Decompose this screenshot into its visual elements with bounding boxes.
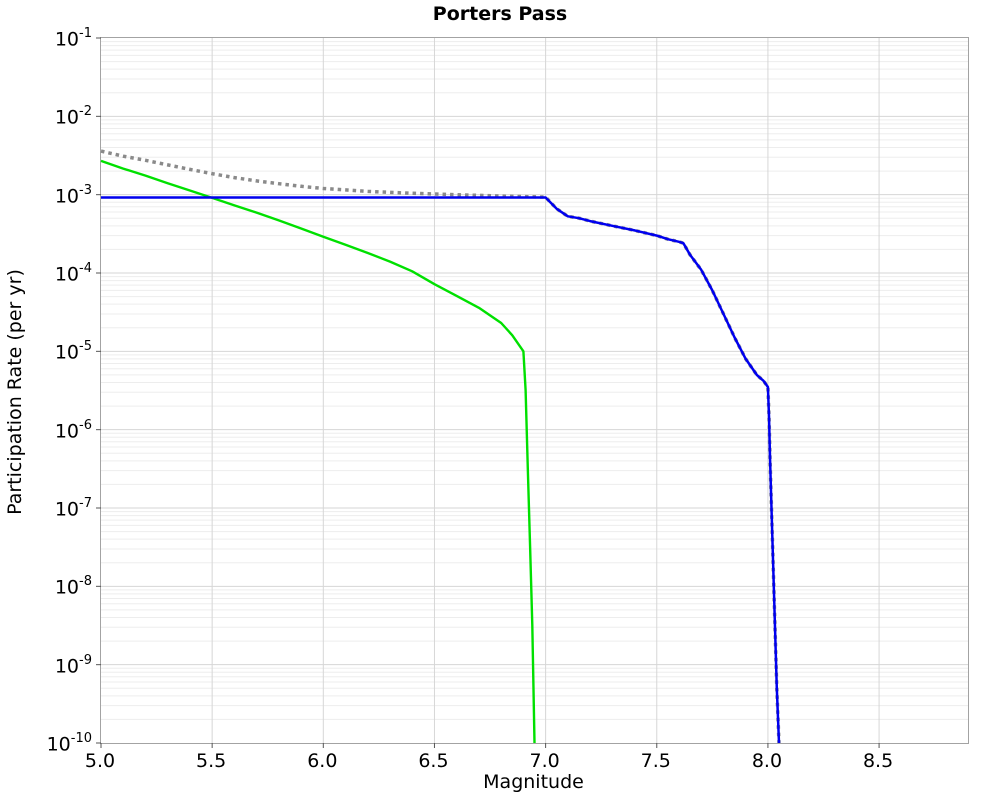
chart-title: Porters Pass	[432, 3, 568, 25]
x-tick-label: 5.5	[196, 750, 227, 772]
y-tick-label: 10-10	[46, 731, 92, 756]
series-green-solid-gr	[100, 159, 536, 744]
x-tick-label: 6.0	[307, 750, 338, 772]
plot-area	[96, 37, 969, 748]
y-tick-label: 10-2	[54, 104, 92, 129]
x-tick-label: 6.5	[418, 750, 449, 772]
x-tick-label: 8.5	[862, 750, 894, 772]
plot-svg	[96, 37, 968, 748]
y-tick-label: 10-7	[54, 496, 92, 521]
x-tick-label: 7.0	[529, 750, 560, 772]
y-tick-labels: 10-1 10-2 10-3 10-4 10-5 10-6 10-7 10-8 10-9 10-1…	[0, 26, 96, 754]
x-tick-label: 5.0	[84, 750, 116, 772]
x-axis-title: Magnitude	[483, 771, 584, 793]
series-blue-solid-participation	[101, 196, 781, 744]
y-tick-label: 10-8	[54, 574, 92, 599]
y-tick-label: 10-3	[54, 182, 92, 207]
x-tick-label: 7.5	[640, 750, 671, 772]
y-tick-label: 10-1	[54, 26, 92, 51]
y-tick-label: 10-6	[54, 417, 92, 442]
y-tick-label: 10-5	[54, 339, 92, 364]
x-tick-label: 8.0	[751, 750, 783, 772]
y-tick-label: 10-9	[54, 652, 92, 677]
y-tick-label: 10-4	[54, 261, 92, 286]
